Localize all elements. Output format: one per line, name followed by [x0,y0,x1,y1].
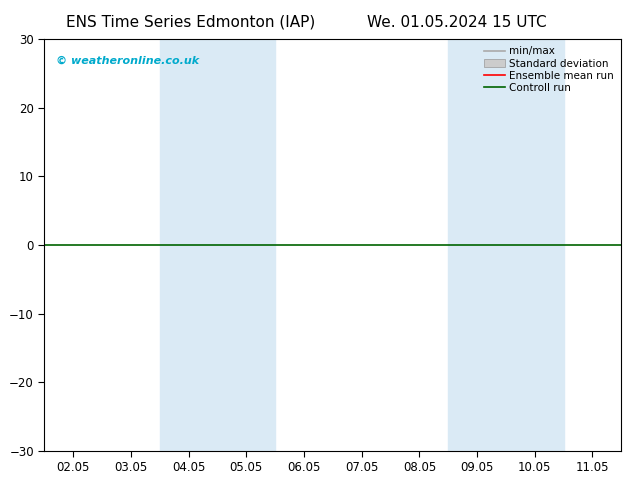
Bar [160,39,217,451]
Legend: min/max, Standard deviation, Ensemble mean run, Controll run: min/max, Standard deviation, Ensemble me… [482,45,616,95]
Bar [217,39,275,451]
Text: ENS Time Series Edmonton (IAP): ENS Time Series Edmonton (IAP) [65,15,315,30]
Bar [506,39,564,451]
Text: We. 01.05.2024 15 UTC: We. 01.05.2024 15 UTC [366,15,547,30]
Text: © weatheronline.co.uk: © weatheronline.co.uk [56,56,199,66]
Bar [448,39,506,451]
